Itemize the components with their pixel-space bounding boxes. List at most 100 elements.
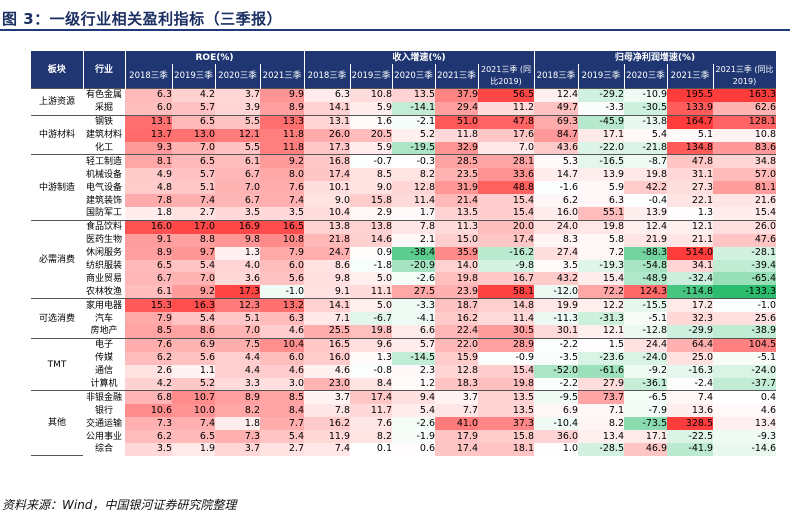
industry-cell: 传媒 xyxy=(94,353,113,364)
roe-cell: 3.5 xyxy=(125,443,172,456)
roe-group-header: ROE(%) xyxy=(125,51,305,64)
column-header: 2021三季 xyxy=(260,64,305,89)
revenue-growth-cell: 16.7 xyxy=(478,272,534,286)
table-row: 化工 9.3 7.0 5.5 11.8 17.3 5.9 -19.5 32.9 7.0 43.6 -2… xyxy=(31,141,776,155)
revenue-growth-cell: -6.7 xyxy=(350,312,392,326)
revenue-growth-cell: 19.8 xyxy=(478,377,534,391)
net-profit-growth-cell: 21.1 xyxy=(667,233,713,247)
revenue-growth-cell: -0.3 xyxy=(392,154,435,169)
revenue-growth-cell: -14.1 xyxy=(392,101,435,116)
revenue-growth-cell: 15.9 xyxy=(435,351,478,365)
roe-cell: 8.2 xyxy=(215,404,260,418)
roe-cell: 7.0 xyxy=(172,272,215,286)
net-profit-growth-cell: 36.0 xyxy=(534,430,578,444)
industry-cell: 房地产 xyxy=(90,326,118,337)
revenue-growth-cell: 25.5 xyxy=(304,325,350,339)
net-profit-growth-cell: 328.5 xyxy=(667,417,713,431)
revenue-growth-cell: -38.4 xyxy=(392,246,435,260)
net-profit-growth-cell: 17.2 xyxy=(667,298,713,313)
revenue-growth-cell: 26.0 xyxy=(304,128,350,142)
roe-cell: 8.8 xyxy=(172,233,215,247)
revenue-growth-cell: -1.8 xyxy=(350,259,392,273)
revenue-growth-cell: 24.7 xyxy=(304,246,350,260)
revenue-growth-cell: 58.1 xyxy=(478,285,534,299)
revenue-growth-cell: 2.3 xyxy=(392,364,435,378)
roe-cell: 13.3 xyxy=(260,114,304,129)
industry-header: 行业 xyxy=(83,51,126,89)
net-profit-growth-cell: -23.6 xyxy=(578,351,624,365)
revenue-growth-cell: 47.8 xyxy=(478,114,534,129)
industry-cell: 公用事业 xyxy=(85,431,122,442)
roe-cell: 8.5 xyxy=(260,390,304,405)
table-row: 中游制造 轻工制造 8.1 6.5 6.1 9.2 16.8 -0.7 -0.3 28.5 28.1… xyxy=(31,154,776,221)
net-profit-growth-cell: 25.6 xyxy=(713,312,776,326)
net-profit-growth-cell: 21.6 xyxy=(713,194,776,208)
industry-cell: 计算机 xyxy=(90,379,118,390)
roe-cell: 7.4 xyxy=(260,194,304,208)
revenue-growth-cell: 1.3 xyxy=(350,351,392,365)
profit-indicator-table: 板块 行业 ROE(%) 收入增速(%) 归母净利润增速(%) 2018三季 2… xyxy=(31,51,777,457)
net-profit-growth-cell: 8.2 xyxy=(578,417,624,431)
net-profit-growth-cell: 62.6 xyxy=(713,101,776,116)
net-profit-growth-cell: 34.8 xyxy=(713,154,776,169)
roe-cell: 6.1 xyxy=(215,154,260,169)
revenue-growth-cell: 11.2 xyxy=(478,101,534,116)
net-profit-growth-cell: 8.3 xyxy=(534,233,578,247)
net-profit-growth-cell: -133.3 xyxy=(713,285,776,299)
roe-cell: 6.7 xyxy=(215,168,260,182)
industry-cell: 钢铁 xyxy=(83,114,125,129)
net-profit-growth-cell: 128.1 xyxy=(713,114,776,129)
roe-cell: 6.0 xyxy=(260,259,304,273)
revenue-growth-cell: 14.8 xyxy=(478,298,534,313)
table-row: 国防军工 1.8 2.7 3.5 3.5 10.4 2.9 1.7 13.5 15.4 16.0 55… xyxy=(31,207,776,221)
net-profit-growth-cell: 514.0 xyxy=(667,246,713,260)
roe-cell: 13.0 xyxy=(172,128,215,142)
roe-cell: 16.5 xyxy=(260,219,304,234)
industry-cell: 农林牧渔 xyxy=(85,286,122,297)
revenue-growth-cell: 8.4 xyxy=(350,377,392,391)
roe-cell: 3.6 xyxy=(215,272,260,286)
revenue-growth-cell: 11.4 xyxy=(478,312,534,326)
roe-cell: 13.7 xyxy=(125,128,172,142)
industry-cell: 通信 xyxy=(94,366,113,377)
industry-cell: 采掘 xyxy=(94,103,113,114)
revenue-growth-cell: 8.2 xyxy=(350,430,392,444)
net-profit-growth-cell: -32.4 xyxy=(667,272,713,286)
revenue-growth-cell: 1.6 xyxy=(350,114,392,129)
revenue-growth-cell: 7.8 xyxy=(392,219,435,234)
industry-cell: 纺织服装 xyxy=(85,261,122,272)
revenue-growth-cell: 11.8 xyxy=(435,128,478,142)
roe-cell: 13.2 xyxy=(260,298,304,313)
revenue-growth-cell: 14.6 xyxy=(350,233,392,247)
revenue-growth-cell: 13.5 xyxy=(392,87,435,102)
revenue-growth-cell: 37.3 xyxy=(478,417,534,431)
revenue-growth-cell: 19.8 xyxy=(350,325,392,339)
column-header: 2021三季 xyxy=(435,64,479,89)
roe-cell: 7.9 xyxy=(125,312,172,326)
table-row: 建筑材料 13.7 13.0 12.1 11.8 26.0 20.5 5.2 11.8 17.6 8… xyxy=(31,128,776,142)
revenue-growth-cell: 14.0 xyxy=(435,259,478,273)
revenue-growth-cell: 56.5 xyxy=(478,87,534,102)
industry-cell: 家用电器 xyxy=(83,298,125,313)
revenue-growth-cell: 7.7 xyxy=(435,404,478,418)
net-profit-growth-cell: 27.4 xyxy=(534,246,578,260)
revenue-growth-cell: 28.9 xyxy=(478,337,534,352)
table-row: 其他 非银金融 6.8 10.7 8.9 8.5 3.7 17.4 9.4 3.7 13.5 -9.5… xyxy=(31,390,776,457)
revenue-growth-cell: 17.9 xyxy=(435,430,478,444)
revenue-growth-cell: 13.8 xyxy=(350,219,392,234)
revenue-growth-cell: -16.2 xyxy=(478,246,534,260)
roe-cell: 13.1 xyxy=(125,114,172,129)
net-profit-growth-cell: 72.2 xyxy=(578,285,624,299)
roe-cell: 3.3 xyxy=(215,377,260,391)
industry-cell: 电气设备 xyxy=(85,182,122,193)
net-profit-growth-cell: -54.8 xyxy=(624,259,667,273)
revenue-growth-cell: 5.9 xyxy=(350,101,392,116)
net-profit-growth-cell: -12.0 xyxy=(534,285,578,299)
table-row: 计算机 4.2 5.2 3.3 3.0 23.0 8.4 1.2 18.3 19.8 -2.2 27.… xyxy=(31,377,776,391)
net-profit-growth-cell: 32.3 xyxy=(667,312,713,326)
revenue-growth-cell: 3.7 xyxy=(304,390,350,405)
revenue-growth-cell: 9.0 xyxy=(304,194,350,208)
net-profit-growth-cell: 6.9 xyxy=(534,404,578,418)
net-profit-growth-cell: 19.9 xyxy=(534,298,578,313)
net-profit-growth-group-header: 归母净利润增速(%) xyxy=(534,51,777,64)
